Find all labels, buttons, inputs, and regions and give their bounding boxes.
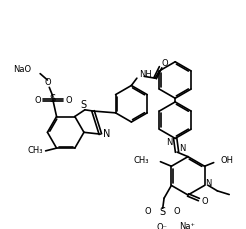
Text: O: O — [65, 95, 72, 105]
Text: CH₃: CH₃ — [134, 156, 150, 165]
Text: O: O — [173, 207, 180, 216]
Text: N: N — [205, 179, 211, 188]
Text: O⁻: O⁻ — [157, 223, 168, 229]
Text: N: N — [179, 144, 186, 153]
Text: O: O — [44, 78, 51, 87]
Text: S: S — [159, 207, 165, 217]
Text: N: N — [103, 129, 110, 139]
Text: NH: NH — [140, 70, 152, 79]
Text: O: O — [144, 207, 151, 216]
Text: S: S — [50, 94, 56, 104]
Text: CH₃: CH₃ — [28, 146, 43, 155]
Text: O: O — [34, 95, 41, 105]
Text: O: O — [162, 59, 169, 68]
Text: Na⁺: Na⁺ — [179, 222, 195, 229]
Text: O: O — [201, 197, 208, 206]
Text: OH: OH — [221, 156, 234, 165]
Text: N: N — [167, 138, 173, 147]
Text: NaO: NaO — [13, 65, 31, 74]
Text: S: S — [80, 100, 86, 110]
